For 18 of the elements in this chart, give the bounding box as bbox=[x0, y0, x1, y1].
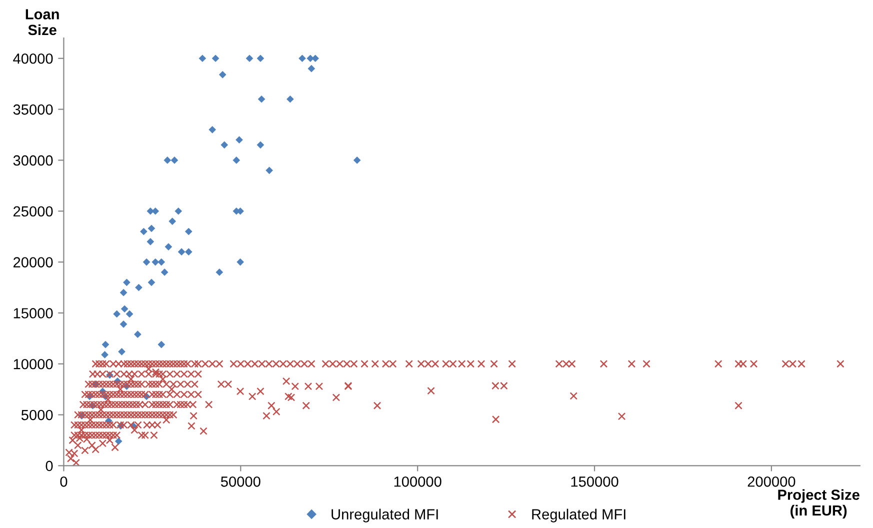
x-tick-label: 200000 bbox=[748, 476, 796, 487]
x-tick-label: 50000 bbox=[220, 476, 260, 487]
y-tick-label: 20000 bbox=[14, 257, 53, 268]
y-tick-label: 0 bbox=[46, 460, 53, 472]
x-tick-label: 0 bbox=[60, 476, 68, 487]
legend-label: Unregulated MFI bbox=[332, 508, 438, 522]
y-tick-label: 10000 bbox=[14, 358, 53, 370]
x-tick-label: 100000 bbox=[394, 476, 442, 487]
y-axis-title: Loan Size bbox=[26, 9, 59, 36]
y-tick-label: 5000 bbox=[21, 410, 53, 420]
y-tick-label: 35000 bbox=[13, 104, 53, 115]
x-tick-label: 150000 bbox=[571, 476, 618, 487]
x-axis-title: Project Size (in EUR) bbox=[778, 489, 860, 519]
y-tick-label: 15000 bbox=[14, 308, 53, 318]
y-tick-label: 25000 bbox=[14, 206, 53, 217]
y-tick-label: 40000 bbox=[13, 53, 53, 64]
legend-label: Regulated MFI bbox=[532, 508, 626, 522]
y-tick-label: 30000 bbox=[13, 155, 53, 166]
